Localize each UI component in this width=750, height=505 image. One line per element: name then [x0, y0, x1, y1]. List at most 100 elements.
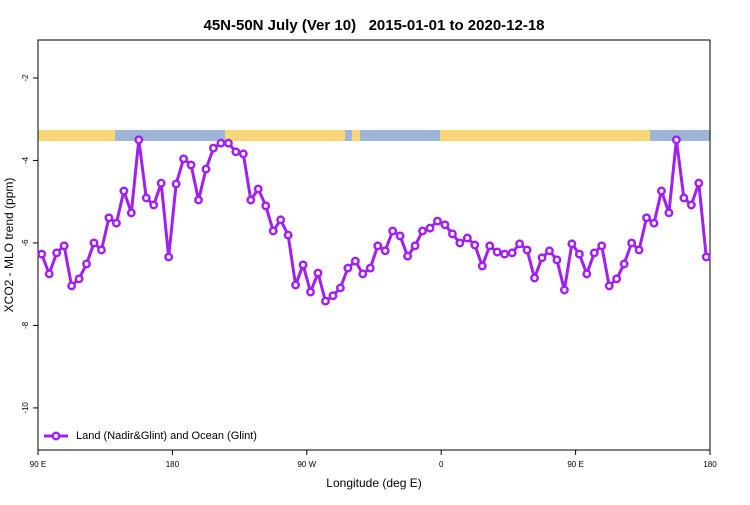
y-axis-label: XCO2 - MLO trend (ppm) — [2, 178, 16, 313]
data-point — [597, 241, 607, 251]
legend-label: Land (Nadir&Glint) and Ocean (Glint) — [76, 430, 257, 442]
land-band — [352, 130, 360, 141]
data-point — [261, 201, 271, 211]
data-point — [545, 246, 554, 256]
data-point — [686, 200, 696, 210]
data-point — [559, 285, 569, 295]
data-point — [171, 179, 181, 189]
plot-frame — [37, 39, 711, 451]
data-point — [462, 233, 472, 243]
data-point — [679, 193, 689, 203]
data-point — [350, 256, 360, 266]
data-point — [500, 249, 510, 259]
legend-marker — [51, 431, 61, 441]
land-ocean-band — [38, 130, 710, 141]
data-point — [433, 216, 442, 226]
data-point — [694, 178, 704, 188]
data-point — [216, 138, 226, 148]
data-point — [425, 223, 435, 233]
data-point — [82, 259, 91, 269]
y-tick-label: -8 — [21, 321, 30, 329]
x-axis-label: Longitude (deg E) — [326, 476, 421, 490]
land-band — [225, 130, 345, 141]
data-point — [119, 186, 129, 196]
legend-item: Land (Nadir&Glint) and Ocean (Glint) — [44, 430, 257, 442]
data-point — [582, 269, 592, 279]
data-point — [126, 208, 136, 218]
data-point — [365, 263, 375, 273]
x-tick-label: 0 — [439, 460, 444, 469]
data-point — [440, 220, 450, 230]
chart-title: 45N-50N July (Ver 10) 2015-01-01 to 2020… — [203, 17, 544, 34]
data-point — [74, 274, 84, 284]
data-point — [619, 259, 629, 269]
data-point — [328, 291, 338, 301]
data-point — [238, 149, 248, 159]
data-point — [343, 263, 353, 273]
data-point — [522, 245, 532, 255]
data-point — [164, 252, 174, 262]
data-point — [283, 230, 293, 240]
data-point — [649, 218, 659, 228]
data-point — [395, 231, 405, 241]
data-point — [59, 241, 69, 251]
data-point — [67, 281, 77, 291]
ocean-band — [38, 130, 710, 141]
data-point — [141, 193, 151, 203]
data-point — [373, 241, 383, 251]
data-point — [321, 296, 330, 306]
data-point — [268, 226, 278, 236]
data-point — [552, 255, 562, 265]
data-point — [156, 178, 166, 188]
data-point — [642, 213, 651, 223]
data-point — [455, 238, 465, 248]
data-point — [179, 154, 189, 164]
data-point — [567, 239, 577, 249]
data-point — [537, 253, 547, 263]
data-point — [253, 184, 263, 194]
data-point — [671, 135, 681, 145]
land-band — [440, 130, 650, 141]
data-point — [89, 238, 99, 248]
data-point — [97, 245, 106, 255]
data-point — [612, 274, 622, 284]
x-tick-label: 180 — [703, 460, 717, 469]
data-point — [223, 138, 233, 148]
data-point — [149, 200, 159, 210]
data-point — [574, 249, 584, 259]
data-point — [306, 287, 315, 297]
data-point — [492, 247, 502, 257]
data-point — [276, 215, 286, 225]
data-point — [388, 226, 398, 236]
land-band — [38, 130, 115, 141]
data-point — [380, 246, 390, 256]
data-point — [291, 280, 301, 290]
x-tick-label: 90 E — [567, 460, 583, 469]
data-point — [627, 238, 637, 248]
data-point — [515, 239, 525, 249]
data-point — [485, 241, 495, 251]
data-point — [604, 281, 614, 291]
data-point — [37, 249, 47, 259]
y-tick-label: -4 — [21, 156, 30, 164]
data-point — [530, 273, 539, 283]
data-point — [664, 208, 674, 218]
data-point — [335, 283, 345, 293]
data-point — [634, 245, 644, 255]
data-point — [209, 143, 218, 153]
data-point — [589, 248, 599, 258]
data-point — [701, 252, 711, 262]
x-tick-label: 90 E — [30, 460, 46, 469]
y-tick-label: -2 — [21, 74, 30, 82]
data-point — [410, 241, 420, 251]
x-tick-label: 90 W — [297, 460, 316, 469]
data-point — [403, 251, 413, 261]
data-point — [194, 195, 203, 205]
data-point — [231, 147, 241, 157]
data-point — [134, 135, 144, 145]
data-point — [313, 268, 323, 278]
data-point — [104, 213, 114, 223]
data-point — [201, 164, 211, 174]
y-tick-label: -6 — [21, 239, 30, 247]
